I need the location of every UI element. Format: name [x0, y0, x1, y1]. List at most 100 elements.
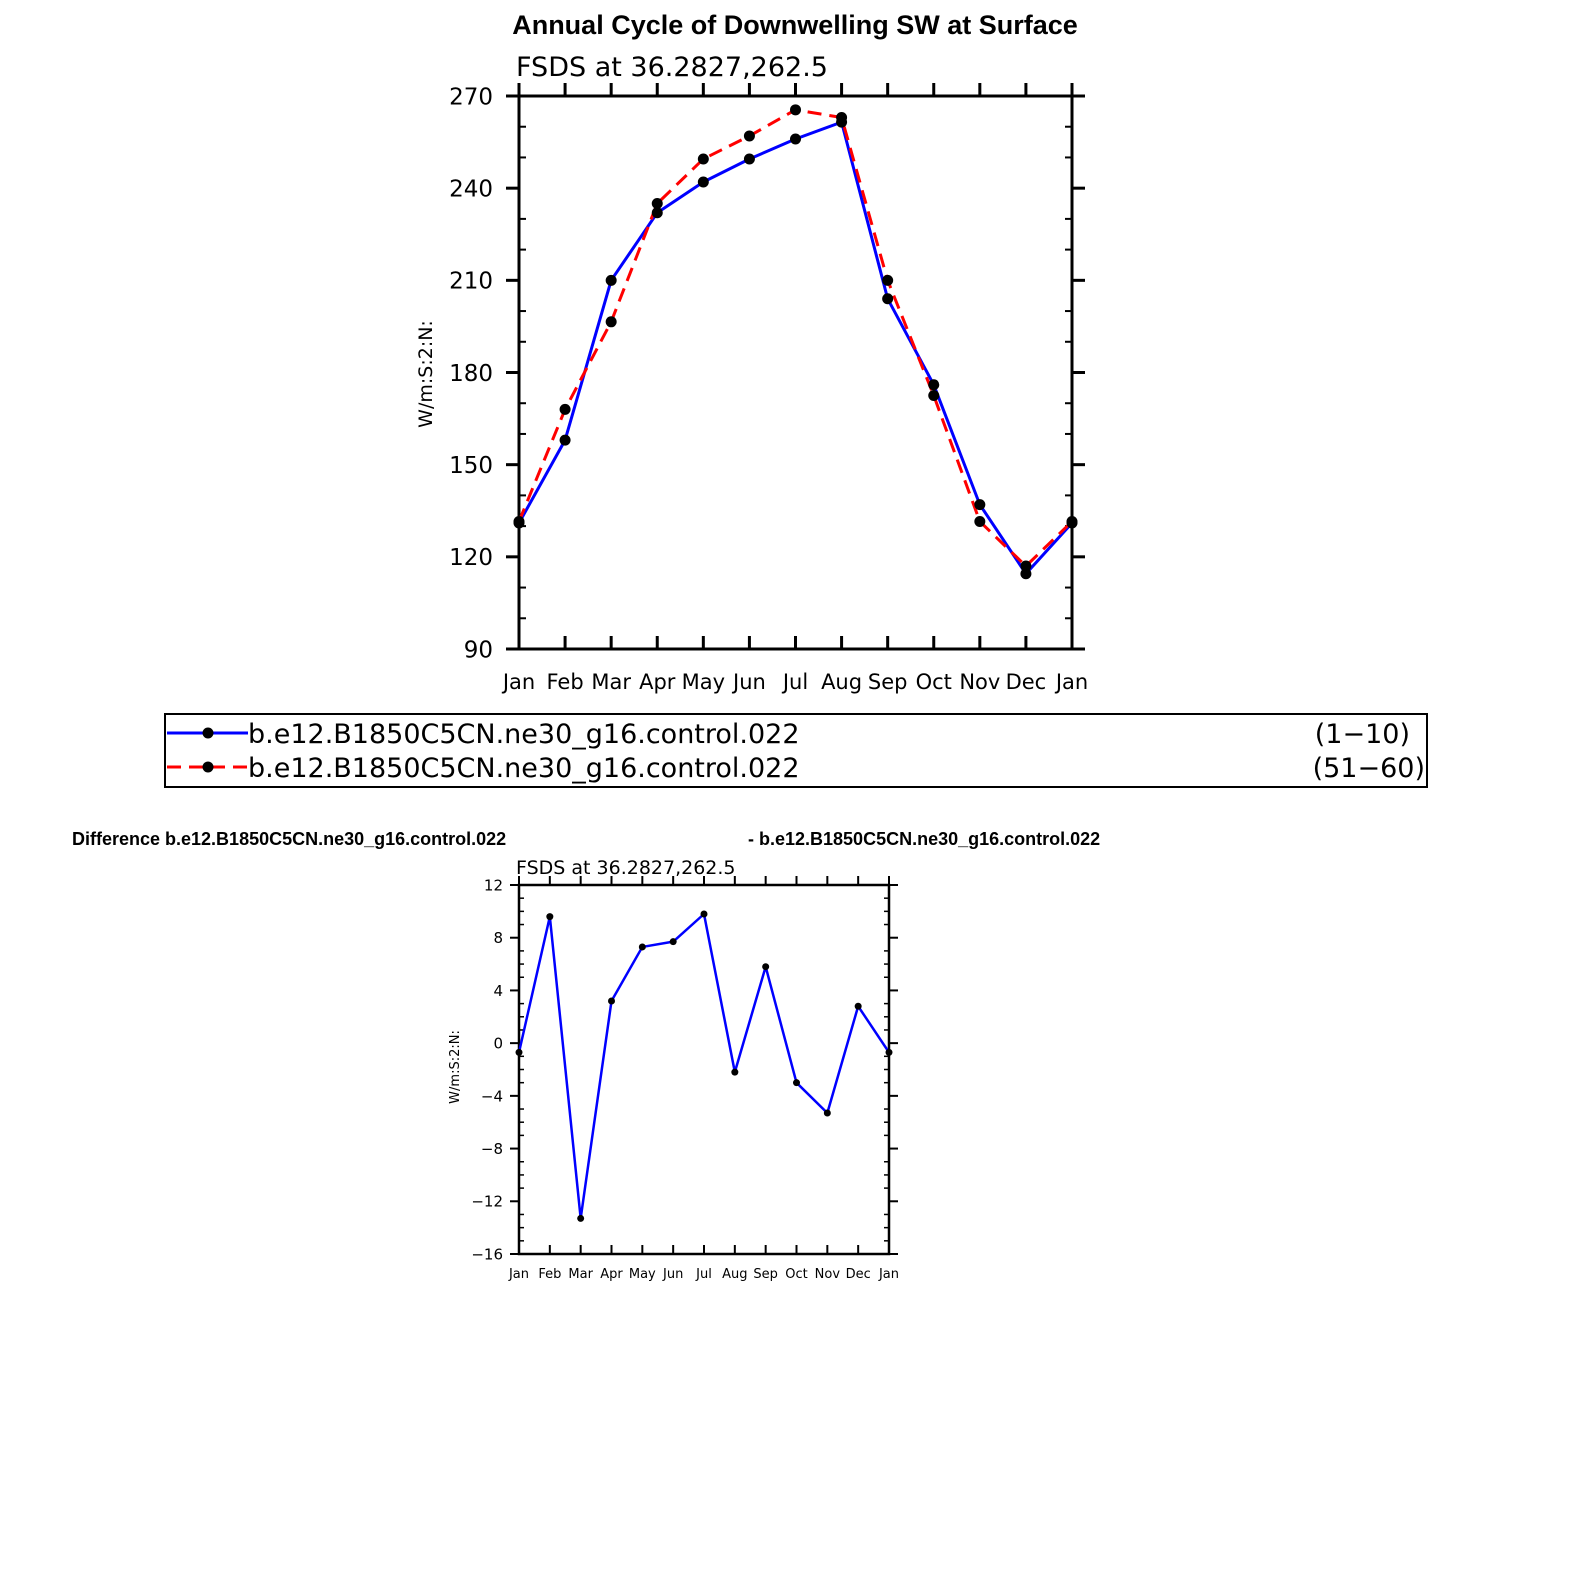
data-point-series-2 [836, 112, 848, 124]
data-point-series-1 [885, 1048, 893, 1056]
data-point-series-1 [1020, 568, 1032, 580]
data-point-series-2 [790, 104, 801, 116]
legend-years-2: (51−60) [1313, 753, 1425, 784]
y-tick-label: 120 [449, 545, 493, 571]
data-point-series-1 [515, 1048, 523, 1056]
legend-box [164, 713, 1428, 788]
data-point-series-2 [513, 516, 525, 528]
x-tick-label: Jan [878, 1267, 899, 1282]
x-tick-label: Dec [1006, 670, 1047, 694]
legend-marker-2 [202, 761, 214, 773]
x-tick-label: May [682, 670, 725, 694]
series-line-1 [517, 120, 1074, 576]
difference-title-right: - b.e12.B1850C5CN.ne30_g16.control.022 [748, 829, 1100, 849]
data-point-series-1 [731, 1068, 739, 1076]
series-line-2 [517, 108, 1074, 568]
data-point-series-1 [762, 963, 770, 971]
y-tick-label: 270 [449, 84, 493, 110]
legend-label-1: b.e12.B1850C5CN.ne30_g16.control.022 [248, 719, 800, 750]
data-point-series-1 [700, 910, 708, 918]
data-point-series-1 [605, 274, 617, 286]
y-tick-label: −4 [481, 1087, 503, 1105]
data-point-series-1 [743, 153, 755, 165]
series-line-1 [517, 912, 891, 1220]
x-tick-label: Sep [868, 670, 908, 694]
data-point-series-1 [577, 1214, 585, 1222]
x-tick-label: Oct [916, 670, 952, 694]
data-point-series-1 [793, 1079, 800, 1087]
data-point-series-1 [697, 176, 709, 188]
y-tick-label: 90 [464, 637, 493, 663]
difference-title-left: Difference b.e12.B1850C5CN.ne30_g16.cont… [72, 829, 506, 849]
data-point-series-2 [1020, 560, 1032, 572]
x-tick-label: Jan [508, 1267, 529, 1282]
x-tick-label: Jun [731, 670, 766, 694]
data-point-series-1 [546, 913, 554, 921]
chart2-subtitle: FSDS at 36.2827,262.5 [516, 857, 736, 879]
x-tick-label: Jul [695, 1267, 712, 1282]
x-tick-label: Apr [639, 670, 676, 694]
x-tick-label: Jan [1054, 670, 1088, 694]
data-point-series-2 [974, 516, 986, 528]
difference-chart: FSDS at 36.2827,262.5 W/m:S:2:N: Jan Feb M… [448, 857, 899, 1282]
legend-label-2: b.e12.B1850C5CN.ne30_g16.control.022 [248, 753, 800, 784]
x-tick-label: Apr [600, 1267, 623, 1282]
chart2-ylabel: W/m:S:2:N: [448, 1030, 463, 1104]
data-point-series-1 [790, 133, 801, 145]
data-point-series-2 [928, 390, 940, 402]
chart1-ylabel: W/m:S:2:N: [415, 320, 437, 428]
x-tick-label: Aug [722, 1267, 747, 1282]
x-tick-label: Sep [753, 1267, 778, 1282]
x-tick-label: Aug [821, 670, 862, 694]
data-point-series-2 [743, 130, 755, 142]
x-tick-label: Jan [501, 670, 535, 694]
x-tick-label: Nov [959, 670, 1000, 694]
data-point-series-1 [928, 379, 940, 391]
x-tick-label: Feb [546, 670, 583, 694]
x-tick-label: Feb [538, 1267, 561, 1282]
data-point-series-1 [669, 938, 677, 946]
data-point-series-2 [605, 316, 617, 328]
x-tick-label: Oct [785, 1267, 807, 1282]
legend: b.e12.B1850C5CN.ne30_g16.control.022 (1−… [164, 713, 1428, 788]
data-point-series-1 [638, 943, 646, 951]
data-point-series-2 [882, 274, 894, 286]
data-point-series-1 [559, 434, 571, 446]
data-point-series-2 [1066, 516, 1078, 528]
x-tick-label: Dec [846, 1267, 871, 1282]
y-tick-label: −8 [481, 1140, 503, 1158]
y-tick-label: −16 [471, 1245, 503, 1263]
x-tick-label: Jun [662, 1267, 683, 1282]
legend-marker-1 [202, 727, 214, 739]
data-point-series-1 [823, 1109, 831, 1117]
y-tick-label: 210 [449, 269, 493, 295]
annual-cycle-chart: FSDS at 36.2827,262.5 W/m:S:2:N: Jan Feb M… [415, 52, 1088, 694]
x-tick-label: May [629, 1267, 656, 1282]
data-point-series-1 [651, 207, 663, 219]
y-tick-label: 240 [449, 176, 493, 202]
figure-title: Annual Cycle of Downwelling SW at Surfac… [512, 10, 1078, 40]
x-tick-label: Mar [568, 1267, 593, 1282]
y-tick-label: 150 [449, 453, 493, 479]
data-point-series-1 [882, 293, 894, 305]
x-tick-label: Nov [815, 1267, 841, 1282]
y-tick-label: 4 [493, 982, 503, 1000]
y-tick-label: −12 [471, 1193, 503, 1211]
chart1-plot-frame [517, 94, 1074, 651]
data-point-series-1 [974, 499, 986, 511]
chart1-subtitle: FSDS at 36.2827,262.5 [516, 52, 828, 83]
legend-years-1: (1−10) [1315, 719, 1410, 750]
data-point-series-1 [608, 997, 615, 1005]
x-tick-label: Mar [591, 670, 631, 694]
y-tick-label: 12 [484, 876, 503, 894]
data-point-series-2 [559, 403, 571, 415]
x-tick-label: Jul [781, 670, 808, 694]
data-point-series-2 [697, 153, 709, 165]
y-tick-label: 8 [493, 929, 503, 947]
y-tick-label: 180 [449, 361, 493, 387]
data-point-series-2 [651, 198, 663, 210]
y-tick-label: 0 [493, 1035, 503, 1053]
chart2-plot-frame [517, 883, 891, 1256]
data-point-series-1 [854, 1002, 862, 1010]
